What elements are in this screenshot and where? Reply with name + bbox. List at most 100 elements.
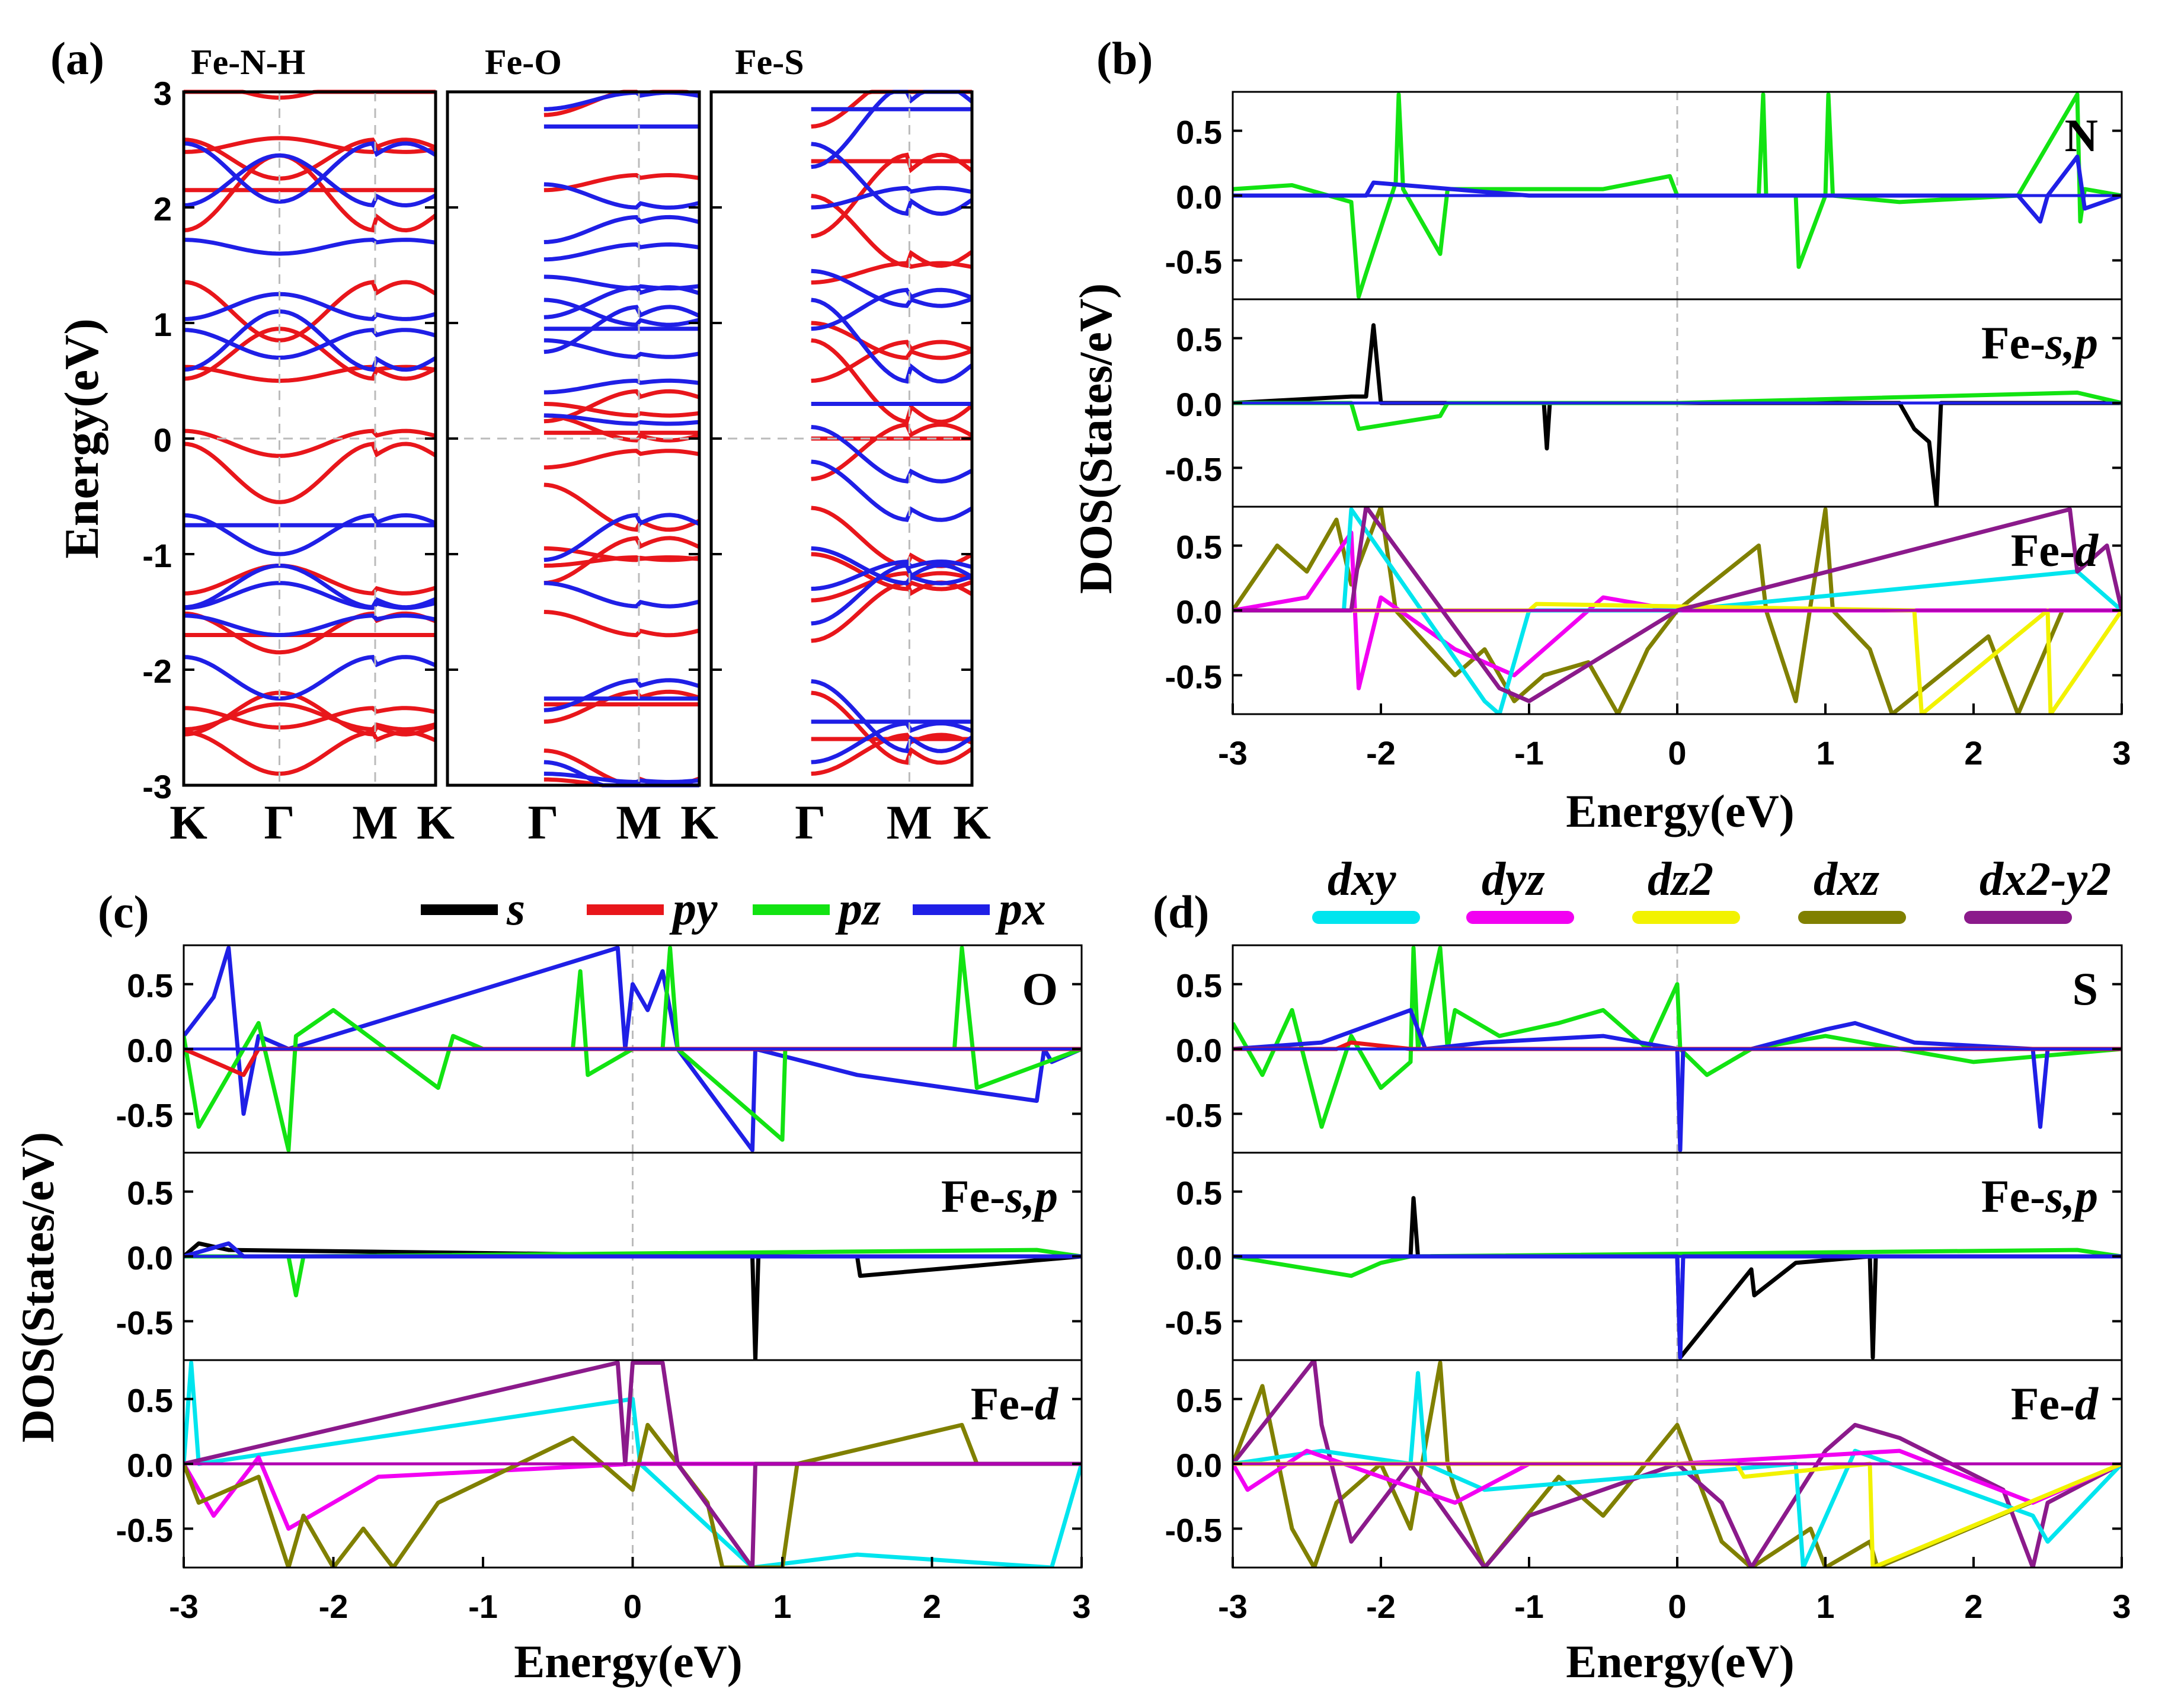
dos-c-row-1: 0.5 0.0 -0.5 Fe-s,p (116, 1152, 1083, 1361)
panel-label-c: (c) (98, 886, 149, 938)
band-ytick-label: 1 (153, 306, 172, 343)
kpoint-label: K (680, 795, 718, 849)
band-line-spin-up (183, 563, 436, 596)
dos-xtick-label: -3 (1218, 1588, 1248, 1625)
dos-line-dyz (1233, 1448, 2122, 1505)
dos-ytick-label: -0.5 (1165, 243, 1223, 280)
dos-b-row-0: 0.5 0.0 -0.5 N (1165, 91, 2123, 300)
dos-row-label: Fe-s,p (1981, 317, 2098, 369)
dos-ytick-label: -0.5 (116, 1096, 174, 1134)
band-line-spin-down (811, 298, 974, 384)
kpoint-label: M (887, 795, 932, 849)
dos-c-row-0: 0.5 0.0 -0.5 O (116, 944, 1083, 1154)
kpoint-label: M (352, 795, 398, 849)
band-line-spin-up (543, 402, 700, 418)
dos-line-dxz (1233, 1360, 2122, 1568)
dos-xtick-label: 0 (1668, 734, 1686, 772)
dos-d-row-2: 0.5 0.0 -0.5 Fe-d (1165, 1359, 2123, 1569)
band-ytick-label: -3 (142, 768, 172, 805)
legend-label: pz (835, 883, 881, 935)
dos-ytick-label: 0.0 (127, 1032, 173, 1069)
dos-ytick-label: 0.5 (1176, 114, 1222, 151)
legend-label: dxz (1814, 853, 1879, 906)
kpoint-label: Γ (795, 795, 826, 849)
dos-c-row-2: 0.5 0.0 -0.5 Fe-d (116, 1359, 1083, 1569)
dos-curves (184, 945, 1082, 1153)
band-line-spin-up (811, 571, 973, 603)
band-line-spin-down (811, 425, 973, 484)
dos-ytick-label: 0.0 (127, 1239, 173, 1277)
band-line-spin-down (183, 563, 437, 610)
legend-item-dx2-y2: dx2-y2 (1964, 853, 2111, 924)
band-line-spin-up (811, 422, 973, 481)
band-line-spin-up (811, 194, 974, 268)
dos-xtick-label: -2 (319, 1588, 348, 1625)
band-line-spin-down (183, 238, 436, 256)
kpoint-label: M (616, 795, 661, 849)
band-line-spin-down (811, 679, 974, 754)
dos-row-label: Fe-d (2011, 1378, 2099, 1429)
dos-panel-c: DOS(States/eV) Energy(eV) 0.50.0-0.5O0.5… (12, 944, 1091, 1687)
dos-line-s (184, 1241, 1082, 1360)
dos-row-label: O (1022, 963, 1058, 1015)
band-line-spin-up (543, 536, 701, 586)
dos-line-dx2-y2 (184, 1360, 1082, 1568)
band-line-spin-down (183, 654, 437, 701)
dos-curves (1233, 299, 2122, 507)
band-ytick-label: 3 (153, 75, 172, 112)
dos-xtick-label: -2 (1366, 734, 1396, 772)
dos-xtick-label: 1 (1816, 1588, 1834, 1625)
dos-xtick-label: -1 (1514, 1588, 1544, 1625)
band-line-spin-down (183, 153, 437, 208)
dos-ytick-label: 0.0 (1176, 1447, 1222, 1484)
legend-label: dx2-y2 (1979, 853, 2111, 906)
band-line-spin-up (811, 340, 973, 383)
band-line-spin-up (811, 552, 973, 591)
legend-label: dz2 (1648, 853, 1713, 906)
band-line-spin-up (811, 338, 974, 424)
band-title-fe-s: Fe-S (735, 43, 804, 82)
dos-ytick-label: -0.5 (116, 1304, 174, 1341)
dos-xtick-label: -1 (1514, 734, 1544, 772)
legend-d-orbitals: dxy dyz dz2 dxz dx2-y2 (1312, 853, 2111, 924)
legend-label: dyz (1482, 853, 1545, 906)
dos-xtick-label: 2 (1964, 734, 1982, 772)
band-line-spin-down (183, 309, 437, 372)
legend-item-dxz: dxz (1798, 853, 1906, 924)
band-line-spin-down (543, 274, 700, 291)
legend-label: s (506, 883, 525, 935)
band-line-spin-down (811, 185, 973, 210)
dos-ytick-label: 0.0 (1176, 1032, 1222, 1069)
dos-line-px (184, 945, 1082, 1153)
band-line-spin-down (543, 182, 700, 210)
band-line-spin-up (543, 689, 701, 724)
dos-line-dx2-y2 (1233, 507, 2122, 703)
legend-item-dyz: dyz (1466, 853, 1574, 924)
dos-line-pz (1233, 1248, 2122, 1278)
dos-xtick-label: 3 (2112, 734, 2131, 772)
band-line-spin-down (543, 678, 701, 712)
dos-line-pz (1233, 391, 2122, 431)
dos-curves (1233, 92, 2122, 299)
dos-xtick-label: 3 (2112, 1588, 2131, 1625)
legend-label: py (669, 883, 718, 935)
dos-line-s (1233, 1196, 2122, 1360)
dos-ytick-label: -0.5 (1165, 450, 1223, 488)
dos-xtick-label: -1 (468, 1588, 498, 1625)
legend-item-s: s (421, 883, 525, 935)
band-line-spin-down (543, 772, 700, 785)
dos-ytick-label: 0.5 (127, 1175, 173, 1212)
dos-row-label: Fe-d (2011, 524, 2099, 576)
dos-xtick-label: 3 (1072, 1588, 1091, 1625)
dos-xtick-label: 0 (1668, 1588, 1686, 1625)
dos-b-row-2: 0.5 0.0 -0.5 Fe-d (1165, 506, 2123, 715)
dos-b-y-axis-label: DOS(States/eV) (1070, 283, 1121, 594)
dos-xtick-label: 2 (1964, 1588, 1982, 1625)
dos-row-label: S (2073, 963, 2098, 1015)
dos-line-dyz (184, 1455, 1082, 1531)
band-line-spin-up (811, 690, 974, 765)
band-line-spin-down (543, 298, 700, 327)
